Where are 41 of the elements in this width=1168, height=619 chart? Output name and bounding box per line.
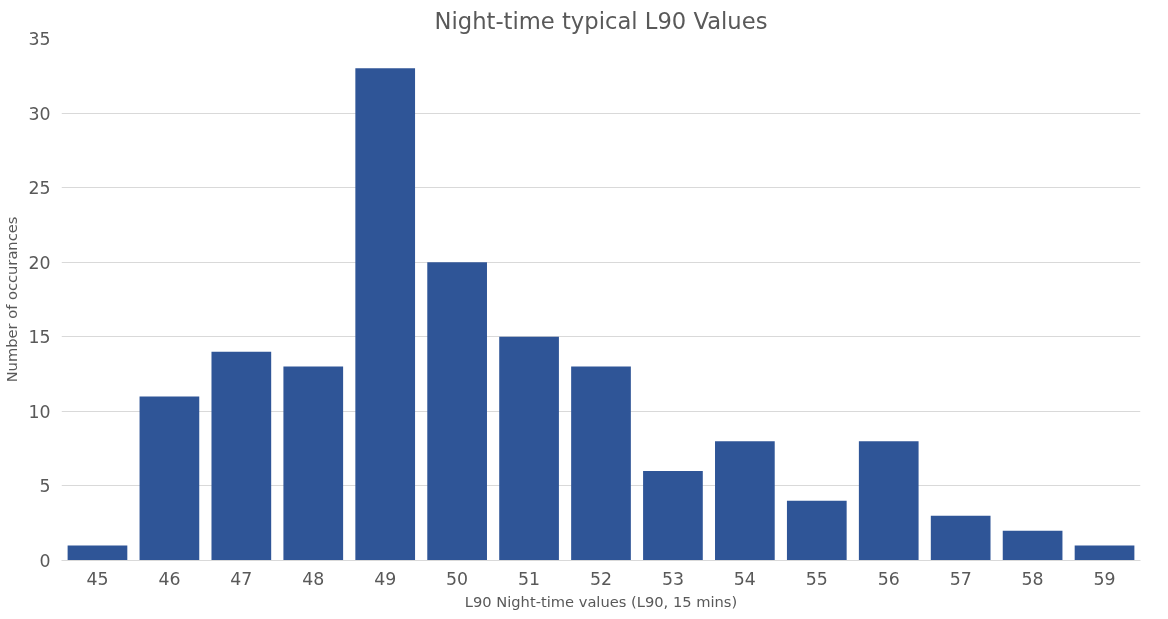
bar	[499, 336, 559, 561]
x-tick-label: 46	[158, 568, 181, 589]
x-tick-label: 57	[949, 568, 972, 589]
x-axis-title: L90 Night-time values (L90, 15 mins)	[464, 592, 738, 610]
y-tick-label: 35	[28, 29, 51, 49]
y-tick-label: 25	[28, 178, 51, 199]
x-tick-label: 48	[302, 568, 325, 589]
bar	[858, 441, 919, 561]
bar	[571, 366, 631, 561]
bar	[427, 262, 487, 561]
x-tick-label: 54	[733, 568, 756, 589]
bar	[1074, 545, 1135, 561]
y-tick-label: 5	[39, 476, 51, 497]
y-tick-label: 10	[28, 401, 51, 422]
x-tick-label: 59	[1093, 568, 1116, 589]
bar	[786, 500, 847, 561]
bar	[715, 441, 775, 561]
x-tick-label: 51	[518, 568, 541, 589]
bar	[283, 366, 344, 561]
x-tick-label: 45	[86, 568, 109, 589]
y-tick-label: 0	[39, 551, 51, 571]
x-tick-label: 56	[877, 568, 900, 589]
bar	[139, 396, 200, 561]
x-tick-label: 49	[374, 568, 397, 589]
x-tick-label: 47	[230, 568, 253, 589]
bar	[211, 351, 272, 561]
y-axis-title: Number of occurances	[3, 216, 21, 383]
y-tick-label: 20	[28, 252, 51, 273]
y-tick-label: 30	[28, 103, 51, 124]
y-tick-label: 15	[28, 327, 51, 348]
bar	[67, 545, 128, 561]
bar	[643, 471, 703, 561]
bar	[355, 68, 416, 561]
x-tick-label: 55	[805, 568, 828, 589]
x-tick-label: 52	[589, 568, 613, 589]
x-tick-label: 50	[446, 568, 469, 589]
x-tick-label: 53	[661, 568, 684, 589]
bar	[930, 515, 991, 561]
x-tick-label: 58	[1021, 568, 1044, 589]
chart-title: Night-time typical L90 Values	[434, 7, 768, 34]
bar	[1002, 530, 1063, 561]
